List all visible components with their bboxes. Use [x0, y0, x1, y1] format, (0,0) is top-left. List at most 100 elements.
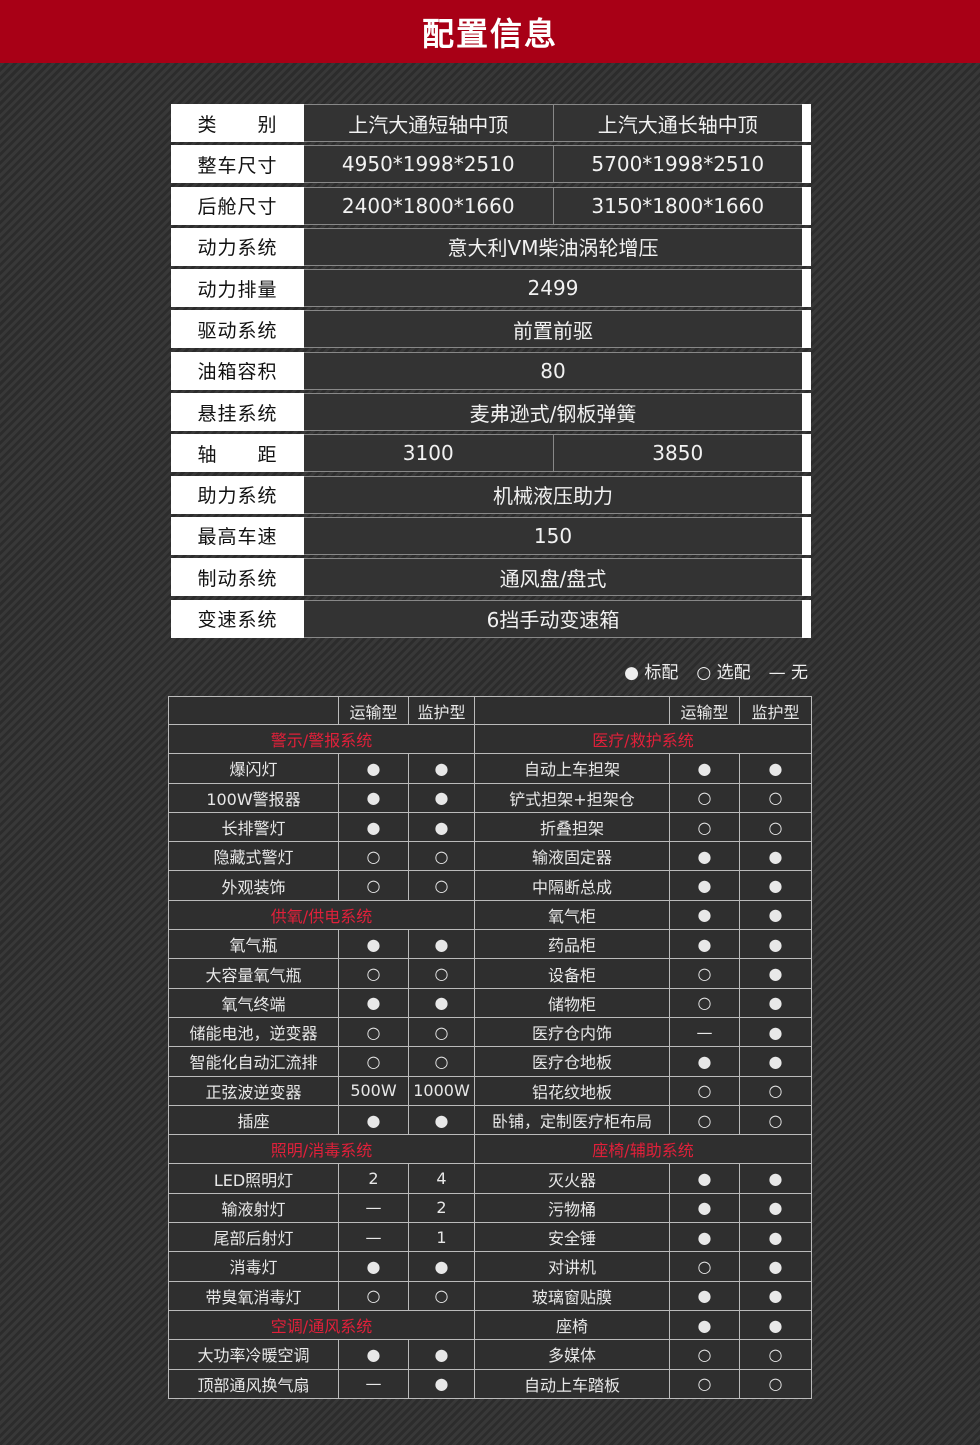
spec-value: 80	[540, 358, 566, 383]
transport-value: ●	[338, 753, 409, 784]
table-row: 照明/消毒系统 座椅/辅助系统	[168, 1134, 812, 1165]
feature-name: 正弦波逆变器	[168, 1075, 339, 1106]
feature-name: 氧气瓶	[168, 929, 339, 960]
monitor-value: 2	[408, 1192, 475, 1224]
monitor-value: ○	[739, 1104, 812, 1136]
table-row: LED照明灯 2 4 灭火器 ● ●	[168, 1163, 812, 1194]
monitor-value: ●	[739, 1309, 812, 1341]
spec-value: 2400*1800*1660	[341, 193, 515, 218]
feature-name: 药品柜	[474, 929, 670, 960]
spec-row: 动力系统 意大利VM柴油涡轮增压	[171, 227, 811, 266]
table-row: 智能化自动汇流排 ○ ○ 医疗仓地板 ● ●	[168, 1046, 812, 1077]
transport-value: ○	[338, 870, 409, 901]
table-row: 警示/警报系统 医疗/救护系统	[168, 723, 812, 755]
monitor-value: ○	[408, 870, 475, 901]
monitor-value: ●	[739, 841, 812, 872]
transport-value: ○	[669, 1075, 740, 1106]
spec-values: 150	[304, 516, 802, 555]
spec-label: 助力系统	[171, 475, 304, 514]
monitor-value: ○	[408, 1016, 475, 1048]
monitor-value: ○	[739, 1368, 812, 1399]
category-header: 座椅/辅助系统	[474, 1134, 812, 1165]
transport-value: ○	[338, 1280, 409, 1311]
feature-name: 多媒体	[474, 1339, 670, 1370]
legend: ● 标配 ○ 选配 — 无	[624, 658, 808, 683]
spec-value: 3850	[552, 435, 803, 472]
table-row: 输液射灯 —2 污物桶 ● ●	[168, 1192, 812, 1224]
feature-name: 输液固定器	[474, 841, 670, 872]
spec-value: 5700*1998*2510	[552, 146, 803, 183]
transport-value: —	[338, 1192, 409, 1224]
column-header: 运输型	[338, 696, 409, 725]
transport-value: ○	[669, 987, 740, 1018]
feature-name: 爆闪灯	[168, 753, 339, 784]
transport-value: ○	[338, 958, 409, 989]
monitor-value: ●	[739, 753, 812, 784]
monitor-value: ●	[739, 1163, 812, 1194]
column-header: 监护型	[408, 696, 475, 725]
spec-label: 后舱尺寸	[171, 186, 304, 225]
transport-value: ○	[338, 841, 409, 872]
monitor-value: ○	[408, 1280, 475, 1311]
monitor-value: ●	[408, 1251, 475, 1282]
monitor-value: 4	[408, 1163, 475, 1194]
spec-label: 变速系统	[171, 599, 304, 638]
table-row: 长排警灯 ● ● 折叠担架 ○ ○	[168, 811, 812, 843]
table-row: 大容量氧气瓶 ○ ○ 设备柜 ○ ●	[168, 958, 812, 989]
header-banner: 配置信息	[0, 0, 980, 63]
feature-name: 储物柜	[474, 987, 670, 1018]
spec-values: 意大利VM柴油涡轮增压	[304, 227, 802, 266]
feature-name: 铲式担架+担架仓	[474, 782, 670, 813]
page-title: 配置信息	[421, 14, 558, 53]
transport-value: ●	[669, 753, 740, 784]
table-row: 外观装饰 ○ ○ 中隔断总成 ● ●	[168, 870, 812, 901]
spec-values: 2400*1800*1660 3150*1800*1660	[304, 186, 802, 225]
spec-values: 前置前驱	[304, 310, 802, 349]
spec-values: 3100 3850	[304, 434, 803, 473]
category-header: 照明/消毒系统	[168, 1134, 475, 1165]
spec-row: 悬挂系统 麦弗逊式/钢板弹簧	[171, 393, 811, 432]
table-row: 大功率冷暖空调 ● ● 多媒体 ○ ○	[168, 1339, 812, 1370]
transport-value: ●	[669, 929, 740, 960]
column-header	[474, 696, 670, 725]
spec-row: 助力系统 机械液压助力	[171, 475, 811, 514]
legend-optional: ○ 选配	[696, 663, 751, 683]
spec-row: 后舱尺寸 2400*1800*1660 3150*1800*1660	[171, 186, 811, 225]
table-row: 消毒灯 ● ● 对讲机 ○ ●	[168, 1251, 812, 1282]
feature-name: 储能电池，逆变器	[168, 1016, 339, 1048]
transport-value: ○	[338, 1046, 409, 1077]
transport-value: ●	[338, 1339, 409, 1370]
spec-row: 制动系统 通风盘/盘式	[171, 558, 811, 597]
feature-name: 大功率冷暖空调	[168, 1339, 339, 1370]
monitor-value: ○	[408, 841, 475, 872]
monitor-value: ●	[739, 987, 812, 1018]
spec-values: 4950*1998*2510 5700*1998*2510	[304, 145, 803, 184]
feature-name: 灭火器	[474, 1163, 670, 1194]
feature-name: 座椅	[474, 1309, 670, 1341]
transport-value: ●	[338, 987, 409, 1018]
spec-value: 意大利VM柴油涡轮增压	[447, 236, 659, 261]
legend-standard: ● 标配	[624, 663, 679, 683]
monitor-value: ●	[739, 1222, 812, 1253]
table-row: 储能电池，逆变器 ○ ○ 医疗仓内饰 — ●	[168, 1016, 812, 1048]
table-row: 100W警报器 ● ● 铲式担架+担架仓 ○ ○	[168, 782, 812, 813]
monitor-value: ●	[408, 929, 475, 960]
table-row: 正弦波逆变器 500W 1000W 铝花纹地板 ○ ○	[168, 1075, 812, 1106]
column-header: 运输型	[669, 696, 740, 725]
legend-none: — 无	[768, 663, 808, 683]
feature-name: 大容量氧气瓶	[168, 958, 339, 989]
monitor-value: ○	[739, 1339, 812, 1370]
transport-value: ●	[669, 1280, 740, 1311]
spec-values: 6挡手动变速箱	[304, 599, 802, 638]
feature-name: 氧气终端	[168, 987, 339, 1018]
transport-value: ●	[669, 1163, 740, 1194]
feature-name: 100W警报器	[168, 782, 339, 813]
transport-value: ●	[669, 870, 740, 901]
monitor-value: ○	[408, 1046, 475, 1077]
category-header: 空调/通风系统	[168, 1309, 475, 1341]
transport-value: ○	[338, 1016, 409, 1048]
monitor-value: ●	[739, 929, 812, 960]
spec-value: 6挡手动变速箱	[486, 608, 620, 633]
table-row: 插座 ● ● 卧铺，定制医疗柜布局 ○ ○	[168, 1104, 812, 1136]
transport-value: ○	[669, 811, 740, 843]
